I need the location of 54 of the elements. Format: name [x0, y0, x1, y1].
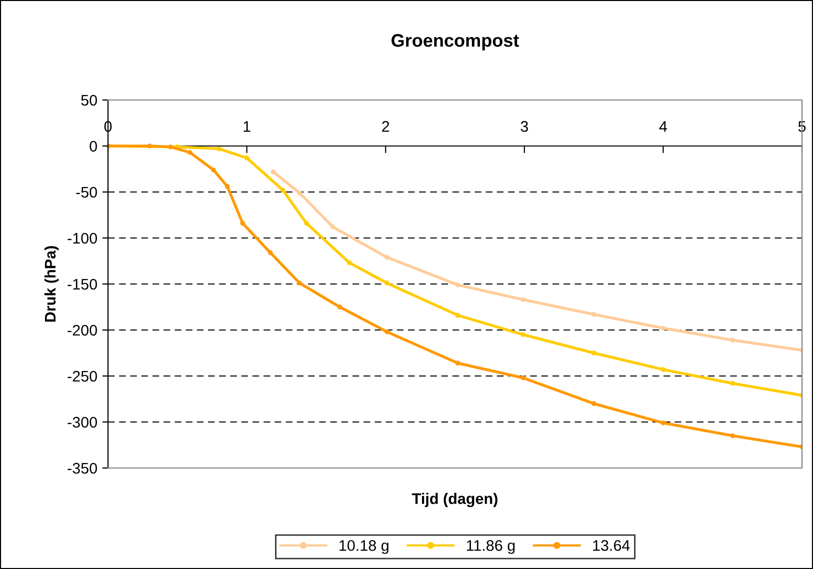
point	[660, 367, 666, 372]
x-axis-title: Tijd (dagen)	[412, 492, 498, 508]
point	[268, 250, 273, 256]
y-tick-label: 0	[90, 140, 97, 152]
point	[347, 260, 352, 266]
x-tick-label: 2	[382, 121, 390, 132]
point	[520, 297, 526, 302]
point	[455, 360, 460, 366]
point	[211, 167, 216, 172]
point	[304, 220, 309, 226]
point	[384, 254, 390, 260]
y-tick-label: -200	[68, 324, 97, 336]
point	[455, 312, 460, 318]
point	[216, 146, 222, 152]
point	[730, 380, 736, 386]
point	[280, 188, 286, 193]
x-tick-label: 4	[659, 121, 667, 132]
point	[270, 169, 276, 174]
point	[660, 420, 666, 426]
legend-label: 13.64	[593, 540, 630, 551]
y-tick-label: -300	[68, 416, 97, 428]
point	[660, 326, 666, 331]
point	[330, 224, 336, 230]
y-tick-label: -150	[68, 278, 97, 290]
point	[297, 280, 302, 286]
y-tick-label: -50	[76, 186, 97, 198]
point	[147, 144, 152, 148]
y-tick-label: -350	[68, 462, 97, 474]
point	[240, 220, 246, 226]
point	[591, 312, 596, 317]
legend-label: 10.18 g	[340, 540, 388, 554]
point	[297, 190, 302, 196]
point	[455, 282, 460, 288]
point	[187, 150, 192, 155]
y-tick-label: 50	[81, 94, 97, 106]
point	[730, 433, 736, 438]
point	[168, 144, 173, 150]
legend-label: 11.86 g	[466, 540, 515, 554]
x-tick-label: 3	[520, 121, 528, 132]
point	[520, 375, 526, 380]
point	[730, 338, 736, 343]
y-tick-label: -250	[68, 370, 97, 382]
y-tick-label: -100	[68, 232, 97, 244]
point	[244, 156, 250, 160]
point	[224, 184, 230, 189]
y-axis-title: Druk (hPa)	[44, 246, 59, 322]
chart-title: Groencompost	[392, 34, 519, 50]
point	[384, 280, 390, 286]
point	[591, 350, 596, 356]
x-tick-label: 1	[244, 121, 250, 132]
point	[337, 304, 342, 310]
point	[384, 329, 390, 334]
point	[591, 401, 596, 406]
point	[520, 332, 526, 338]
